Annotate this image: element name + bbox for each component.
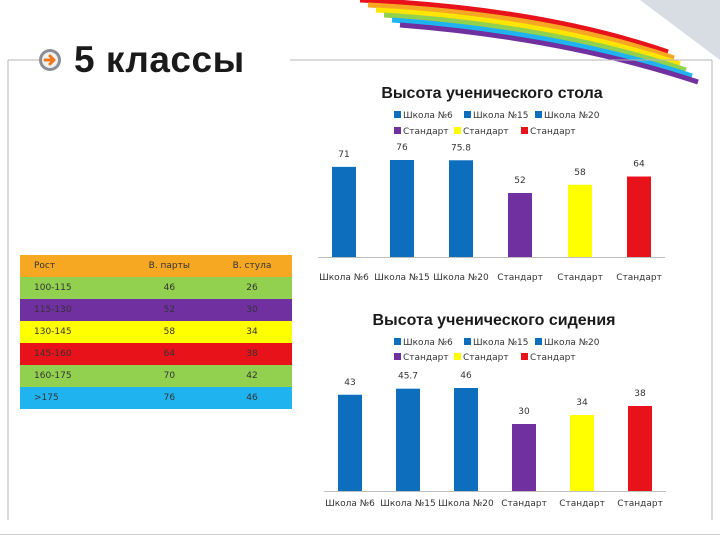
- slide-title-area: 5 классы: [38, 38, 245, 82]
- table-cell: 46: [246, 393, 258, 403]
- data-label: 43: [344, 378, 355, 388]
- bar: [332, 166, 356, 257]
- table-cell: 115-130: [34, 305, 72, 315]
- table-cell: 46: [163, 283, 176, 293]
- category-label: Стандарт: [617, 499, 663, 509]
- legend-swatch: [535, 338, 542, 345]
- legend-swatch: [464, 338, 471, 345]
- table-cell: 26: [246, 283, 258, 293]
- category-label: Стандарт: [497, 273, 543, 283]
- table-row: 130-145 58 34: [20, 321, 292, 343]
- category-label: Школа №20: [438, 499, 494, 509]
- category-label: Школа №6: [325, 499, 375, 509]
- legend-swatch: [394, 338, 401, 345]
- legend-label: Школа №15: [473, 111, 529, 121]
- table-row: 145-160 64 38: [20, 343, 292, 365]
- data-label: 52: [514, 176, 525, 186]
- legend-label: Стандарт: [463, 127, 509, 137]
- bar: [628, 406, 652, 491]
- legend-label: Стандарт: [403, 127, 449, 137]
- data-label: 64: [633, 160, 645, 170]
- bar: [512, 424, 536, 491]
- legend-swatch: [521, 127, 528, 134]
- bar: [508, 193, 532, 257]
- legend-swatch: [521, 353, 528, 360]
- category-label: Школа №20: [433, 273, 489, 283]
- data-label: 71: [338, 150, 349, 160]
- data-label: 75.8: [451, 143, 471, 153]
- table-cell: 30: [246, 305, 258, 315]
- bar: [338, 394, 362, 491]
- table-cell: 160-175: [34, 371, 72, 381]
- table-header-row: Рост В. парты В. стула: [20, 255, 292, 277]
- category-label: Стандарт: [557, 273, 603, 283]
- legend-swatch: [454, 127, 461, 134]
- table-cell: 64: [163, 349, 176, 359]
- legend-label: Стандарт: [530, 353, 576, 363]
- bar: [568, 184, 592, 257]
- legend-label: Школа №6: [403, 111, 453, 121]
- category-label: Стандарт: [616, 273, 662, 283]
- table-cell: 38: [246, 349, 258, 359]
- bar: [396, 388, 420, 491]
- table-cell: 58: [163, 327, 176, 337]
- legend-swatch: [464, 111, 471, 118]
- bar: [570, 415, 594, 491]
- table-cell: 42: [246, 371, 258, 381]
- legend-label: Стандарт: [463, 353, 509, 363]
- data-label: 38: [634, 389, 646, 399]
- table-row: >175 76 46: [20, 387, 292, 409]
- slide-title: 5 классы: [74, 39, 245, 80]
- legend-swatch: [394, 353, 401, 360]
- legend-swatch: [454, 353, 461, 360]
- chart-title: Высота ученического сидения: [373, 312, 616, 329]
- legend-label: Стандарт: [530, 127, 576, 137]
- bar: [449, 160, 473, 257]
- legend-label: Школа №15: [473, 338, 529, 348]
- arrow-bullet-icon: [39, 49, 61, 71]
- data-label: 45.7: [398, 372, 418, 382]
- legend-label: Школа №6: [403, 338, 453, 348]
- table-cell: 70: [163, 371, 176, 381]
- category-label: Школа №6: [319, 273, 369, 283]
- data-label: 30: [518, 407, 530, 417]
- table-header-cell: В. парты: [148, 261, 190, 271]
- table-cell: 130-145: [34, 327, 72, 337]
- table-row: 100-115 46 26: [20, 277, 292, 299]
- legend-label: Школа №20: [544, 111, 600, 121]
- data-label: 58: [574, 168, 586, 178]
- legend-label: Школа №20: [544, 338, 600, 348]
- table-row: 160-175 70 42: [20, 365, 292, 387]
- category-label: Стандарт: [501, 499, 547, 509]
- legend-swatch: [394, 111, 401, 118]
- category-label: Школа №15: [380, 499, 436, 509]
- category-label: Школа №15: [374, 273, 430, 283]
- table-cell: 34: [246, 327, 258, 337]
- bottom-divider: [0, 534, 720, 535]
- table-cell: 100-115: [34, 283, 72, 293]
- data-label: 76: [396, 143, 408, 153]
- table-header-cell: В. стула: [232, 261, 272, 271]
- data-label: 46: [460, 371, 472, 381]
- table-cell: 145-160: [34, 349, 72, 359]
- table-header-cell: Рост: [34, 261, 56, 271]
- table-cell: 76: [163, 393, 176, 403]
- table-cell: 52: [163, 305, 176, 315]
- table-cell: >175: [34, 393, 59, 403]
- chart-title: Высота ученического стола: [381, 85, 602, 102]
- bar: [454, 388, 478, 491]
- category-label: Стандарт: [559, 499, 605, 509]
- height-standards-table: Рост В. парты В. стула 100-115 46 26 115…: [20, 255, 292, 409]
- legend-swatch: [535, 111, 542, 118]
- legend-label: Стандарт: [403, 353, 449, 363]
- data-label: 34: [576, 398, 588, 408]
- legend-swatch: [394, 127, 401, 134]
- table-row: 115-130 52 30: [20, 299, 292, 321]
- bar: [390, 160, 414, 257]
- bar: [627, 176, 651, 257]
